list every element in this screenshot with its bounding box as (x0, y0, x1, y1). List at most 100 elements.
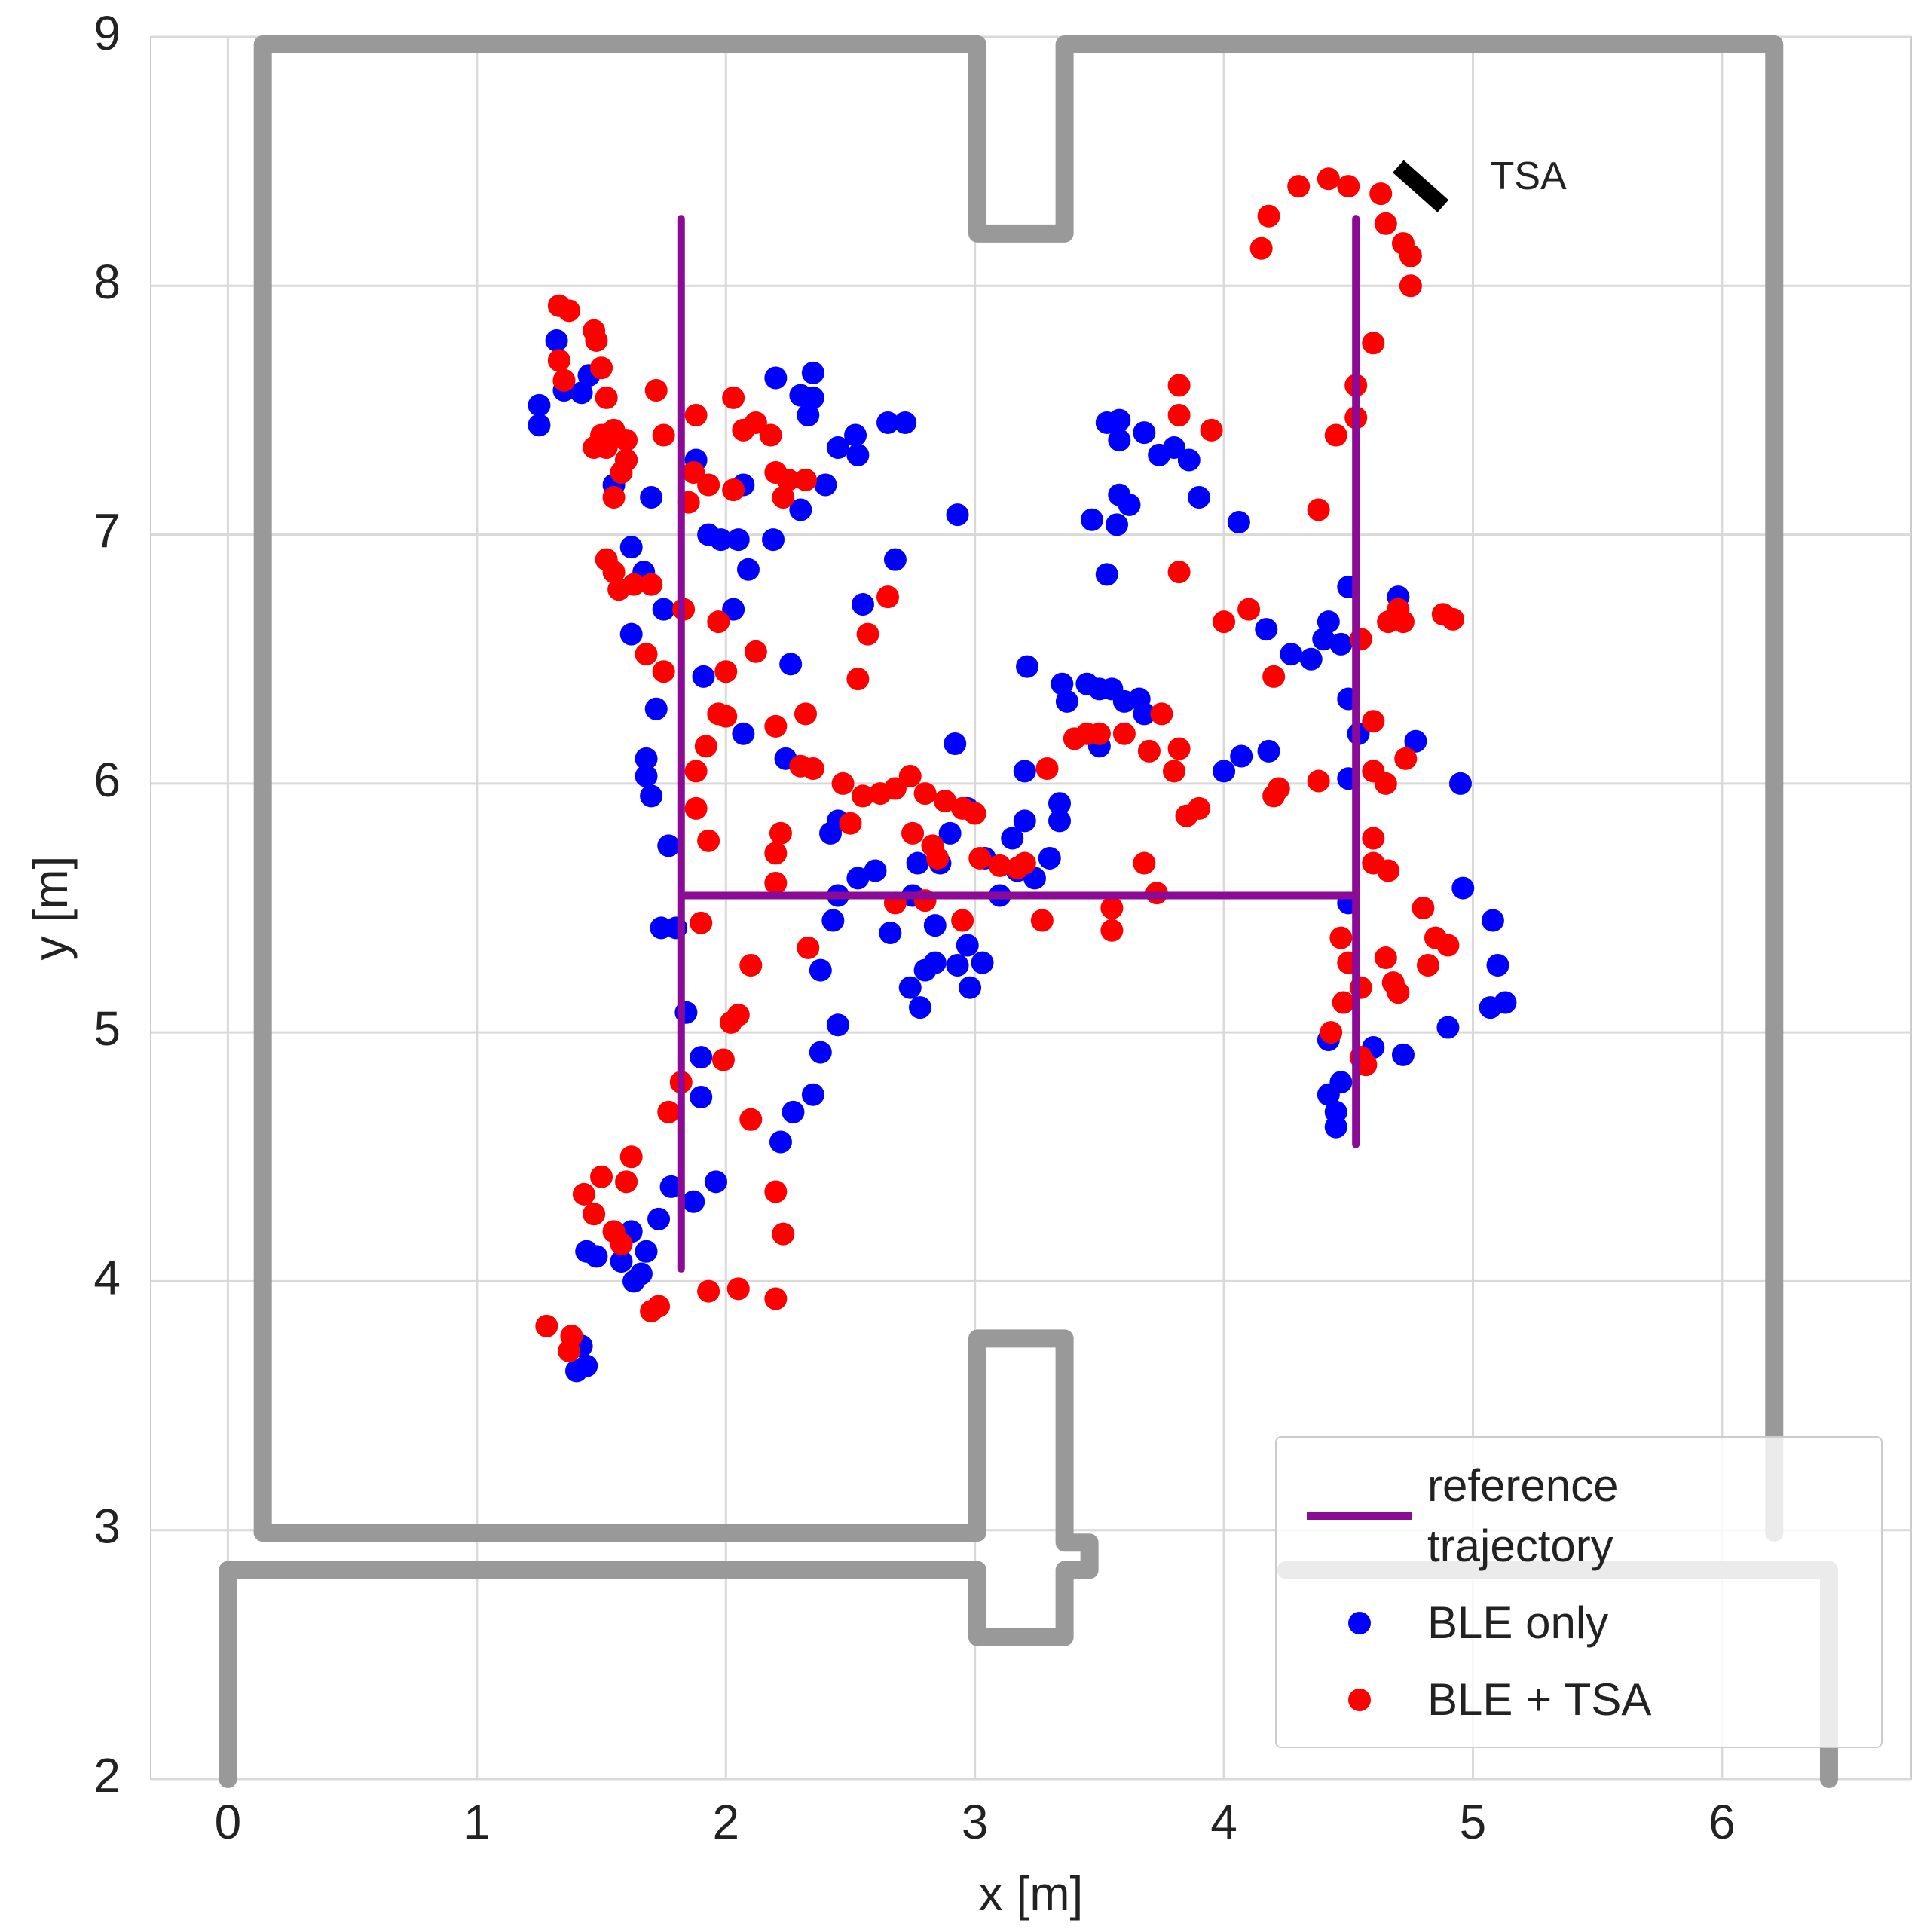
legend-marker (1348, 1612, 1371, 1634)
point (797, 404, 820, 427)
point (944, 732, 967, 756)
point (946, 953, 969, 977)
point (1162, 436, 1185, 459)
point (736, 558, 760, 581)
point (1108, 429, 1131, 452)
legend-swatch (1348, 1612, 1371, 1634)
point (552, 368, 576, 392)
point (697, 1279, 720, 1303)
point (1188, 486, 1211, 509)
point (769, 1130, 792, 1154)
point (692, 665, 715, 688)
legend-entry: reference trajectory (1292, 1456, 1881, 1576)
point (635, 1240, 658, 1263)
point (1237, 598, 1261, 621)
point (794, 702, 817, 726)
point (831, 772, 855, 795)
point (908, 996, 931, 1019)
point (1255, 618, 1278, 641)
point (764, 871, 788, 894)
point (764, 1287, 788, 1310)
point (946, 503, 969, 527)
legend-label: BLE only (1427, 1597, 1609, 1648)
point (856, 622, 879, 646)
point (913, 782, 937, 806)
y-tick-label: 8 (93, 255, 121, 309)
point (640, 486, 663, 509)
point (558, 1339, 581, 1362)
point (1167, 737, 1191, 760)
point (864, 859, 887, 882)
point (809, 1041, 832, 1064)
point (1257, 739, 1280, 763)
point (956, 934, 979, 957)
point (1262, 665, 1286, 688)
point (1404, 729, 1427, 753)
point (764, 1180, 788, 1203)
legend-label: reference trajectory (1427, 1460, 1619, 1571)
point (1133, 702, 1156, 726)
point (1048, 792, 1071, 815)
point (652, 598, 675, 621)
point (1374, 946, 1397, 970)
point (938, 821, 962, 845)
point (906, 851, 929, 875)
point (1013, 851, 1036, 875)
point (528, 393, 551, 417)
point (644, 697, 668, 720)
point (1118, 493, 1141, 516)
point (558, 299, 581, 323)
point (739, 1108, 763, 1131)
point (690, 1086, 713, 1109)
legend-entry: BLE + TSA (1292, 1670, 1881, 1730)
point (615, 429, 638, 452)
point (1329, 632, 1353, 656)
point (923, 951, 947, 974)
point (635, 764, 658, 787)
point (801, 361, 824, 384)
point (1100, 897, 1124, 919)
point (1377, 859, 1400, 882)
point (926, 846, 950, 870)
point (590, 356, 613, 380)
point (682, 1190, 705, 1213)
y-tick-label: 7 (93, 503, 121, 558)
point (690, 1046, 713, 1069)
point (1001, 827, 1024, 850)
point (610, 1250, 633, 1273)
point (635, 643, 658, 666)
point (619, 1145, 643, 1169)
point (1320, 1021, 1343, 1044)
point (1337, 175, 1360, 198)
point (1451, 876, 1475, 900)
point (739, 953, 763, 977)
point (640, 573, 663, 596)
point (971, 951, 994, 974)
point (697, 473, 720, 497)
point (1317, 167, 1340, 191)
point (1055, 689, 1078, 713)
x-axis-label: x [m] (979, 1866, 1084, 1921)
point (744, 411, 767, 434)
x-tick-label: 3 (962, 1795, 989, 1849)
point (684, 404, 708, 427)
point (1035, 757, 1059, 781)
point (1391, 610, 1415, 634)
point (1112, 722, 1136, 745)
y-tick-label: 3 (93, 1499, 121, 1554)
point (1230, 744, 1253, 768)
point (1030, 909, 1054, 932)
point (610, 1232, 633, 1255)
point (1324, 423, 1347, 447)
point (1324, 1115, 1347, 1139)
point (705, 1170, 728, 1194)
y-axis-label: y [m] (23, 856, 78, 961)
point (585, 1245, 608, 1268)
point (988, 854, 1011, 877)
point (1486, 953, 1509, 977)
point (851, 784, 874, 808)
point (1188, 796, 1211, 820)
point (876, 411, 900, 434)
point (719, 1010, 742, 1034)
